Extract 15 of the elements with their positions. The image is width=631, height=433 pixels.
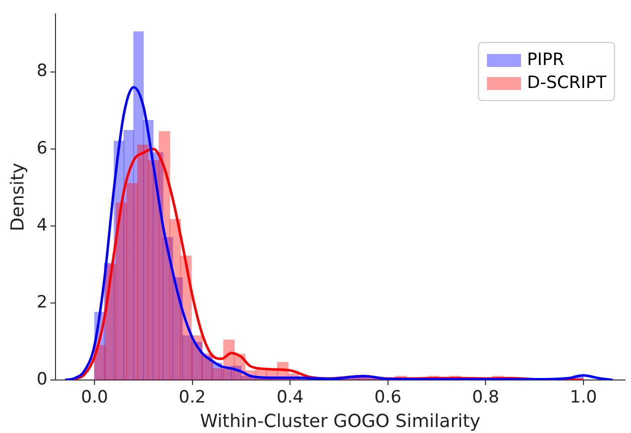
x-tick-label: 0.4 bbox=[276, 388, 304, 408]
y-tick-label: 0 bbox=[36, 369, 48, 390]
x-axis-title: Within-Cluster GOGO Similarity bbox=[200, 410, 481, 432]
x-tick-label: 0.0 bbox=[81, 388, 108, 408]
y-tick-label: 2 bbox=[36, 292, 48, 312]
y-tick-label: 6 bbox=[36, 138, 48, 158]
y-axis-title: Density bbox=[7, 162, 28, 232]
x-tick-label: 1.0 bbox=[570, 388, 597, 408]
legend-label: D-SCRIPT bbox=[527, 73, 606, 93]
y-tick-label: 4 bbox=[36, 215, 48, 236]
y-tick-label: 8 bbox=[36, 61, 48, 82]
legend-label: PIPR bbox=[527, 50, 564, 70]
x-tick-label: 0.6 bbox=[374, 388, 402, 408]
x-tick-label: 0.2 bbox=[178, 388, 206, 408]
x-tick-label: 0.8 bbox=[472, 388, 500, 408]
